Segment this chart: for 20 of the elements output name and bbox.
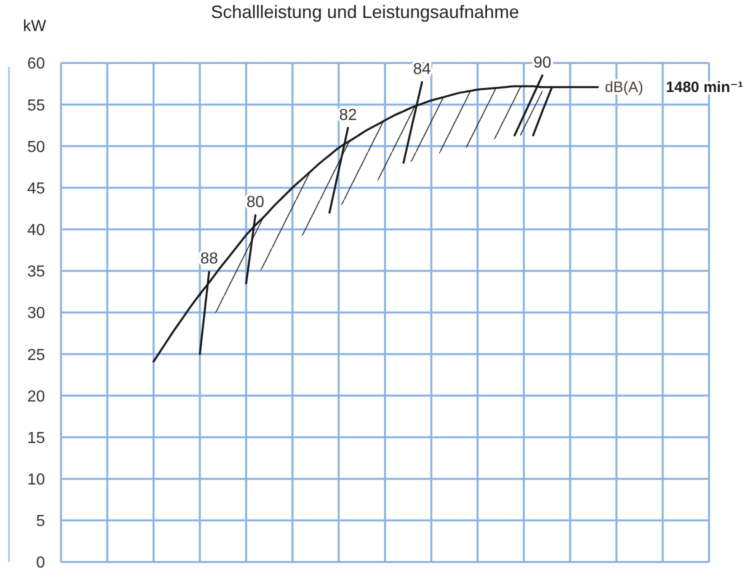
chart-title: Schallleistung und Leistungsaufnahme <box>210 2 520 22</box>
y-tick-label: 45 <box>27 180 46 198</box>
y-tick-label: 10 <box>27 472 46 489</box>
series-label: 88 <box>200 250 218 268</box>
series-label: 84 <box>413 61 432 78</box>
text: 1480 min⁻¹ <box>666 79 744 96</box>
y-tick-label: 55 <box>27 97 46 114</box>
y-tick-label: 0 <box>36 554 46 572</box>
y-tick-label: 35 <box>27 264 46 281</box>
y-tick-label: 50 <box>27 138 46 156</box>
y-axis-title: kW <box>23 18 46 36</box>
y-tick-label: 60 <box>27 56 46 73</box>
y-tick-label: 20 <box>27 388 46 406</box>
y-tick-label: 40 <box>27 222 46 240</box>
y-tick-label: 30 <box>27 305 46 322</box>
y-tick-label: 15 <box>27 430 46 447</box>
series-label: 80 <box>246 194 264 212</box>
y-tick-label: 25 <box>27 346 46 364</box>
y-tick-label: 5 <box>36 513 46 530</box>
series-label: 82 <box>339 106 357 124</box>
